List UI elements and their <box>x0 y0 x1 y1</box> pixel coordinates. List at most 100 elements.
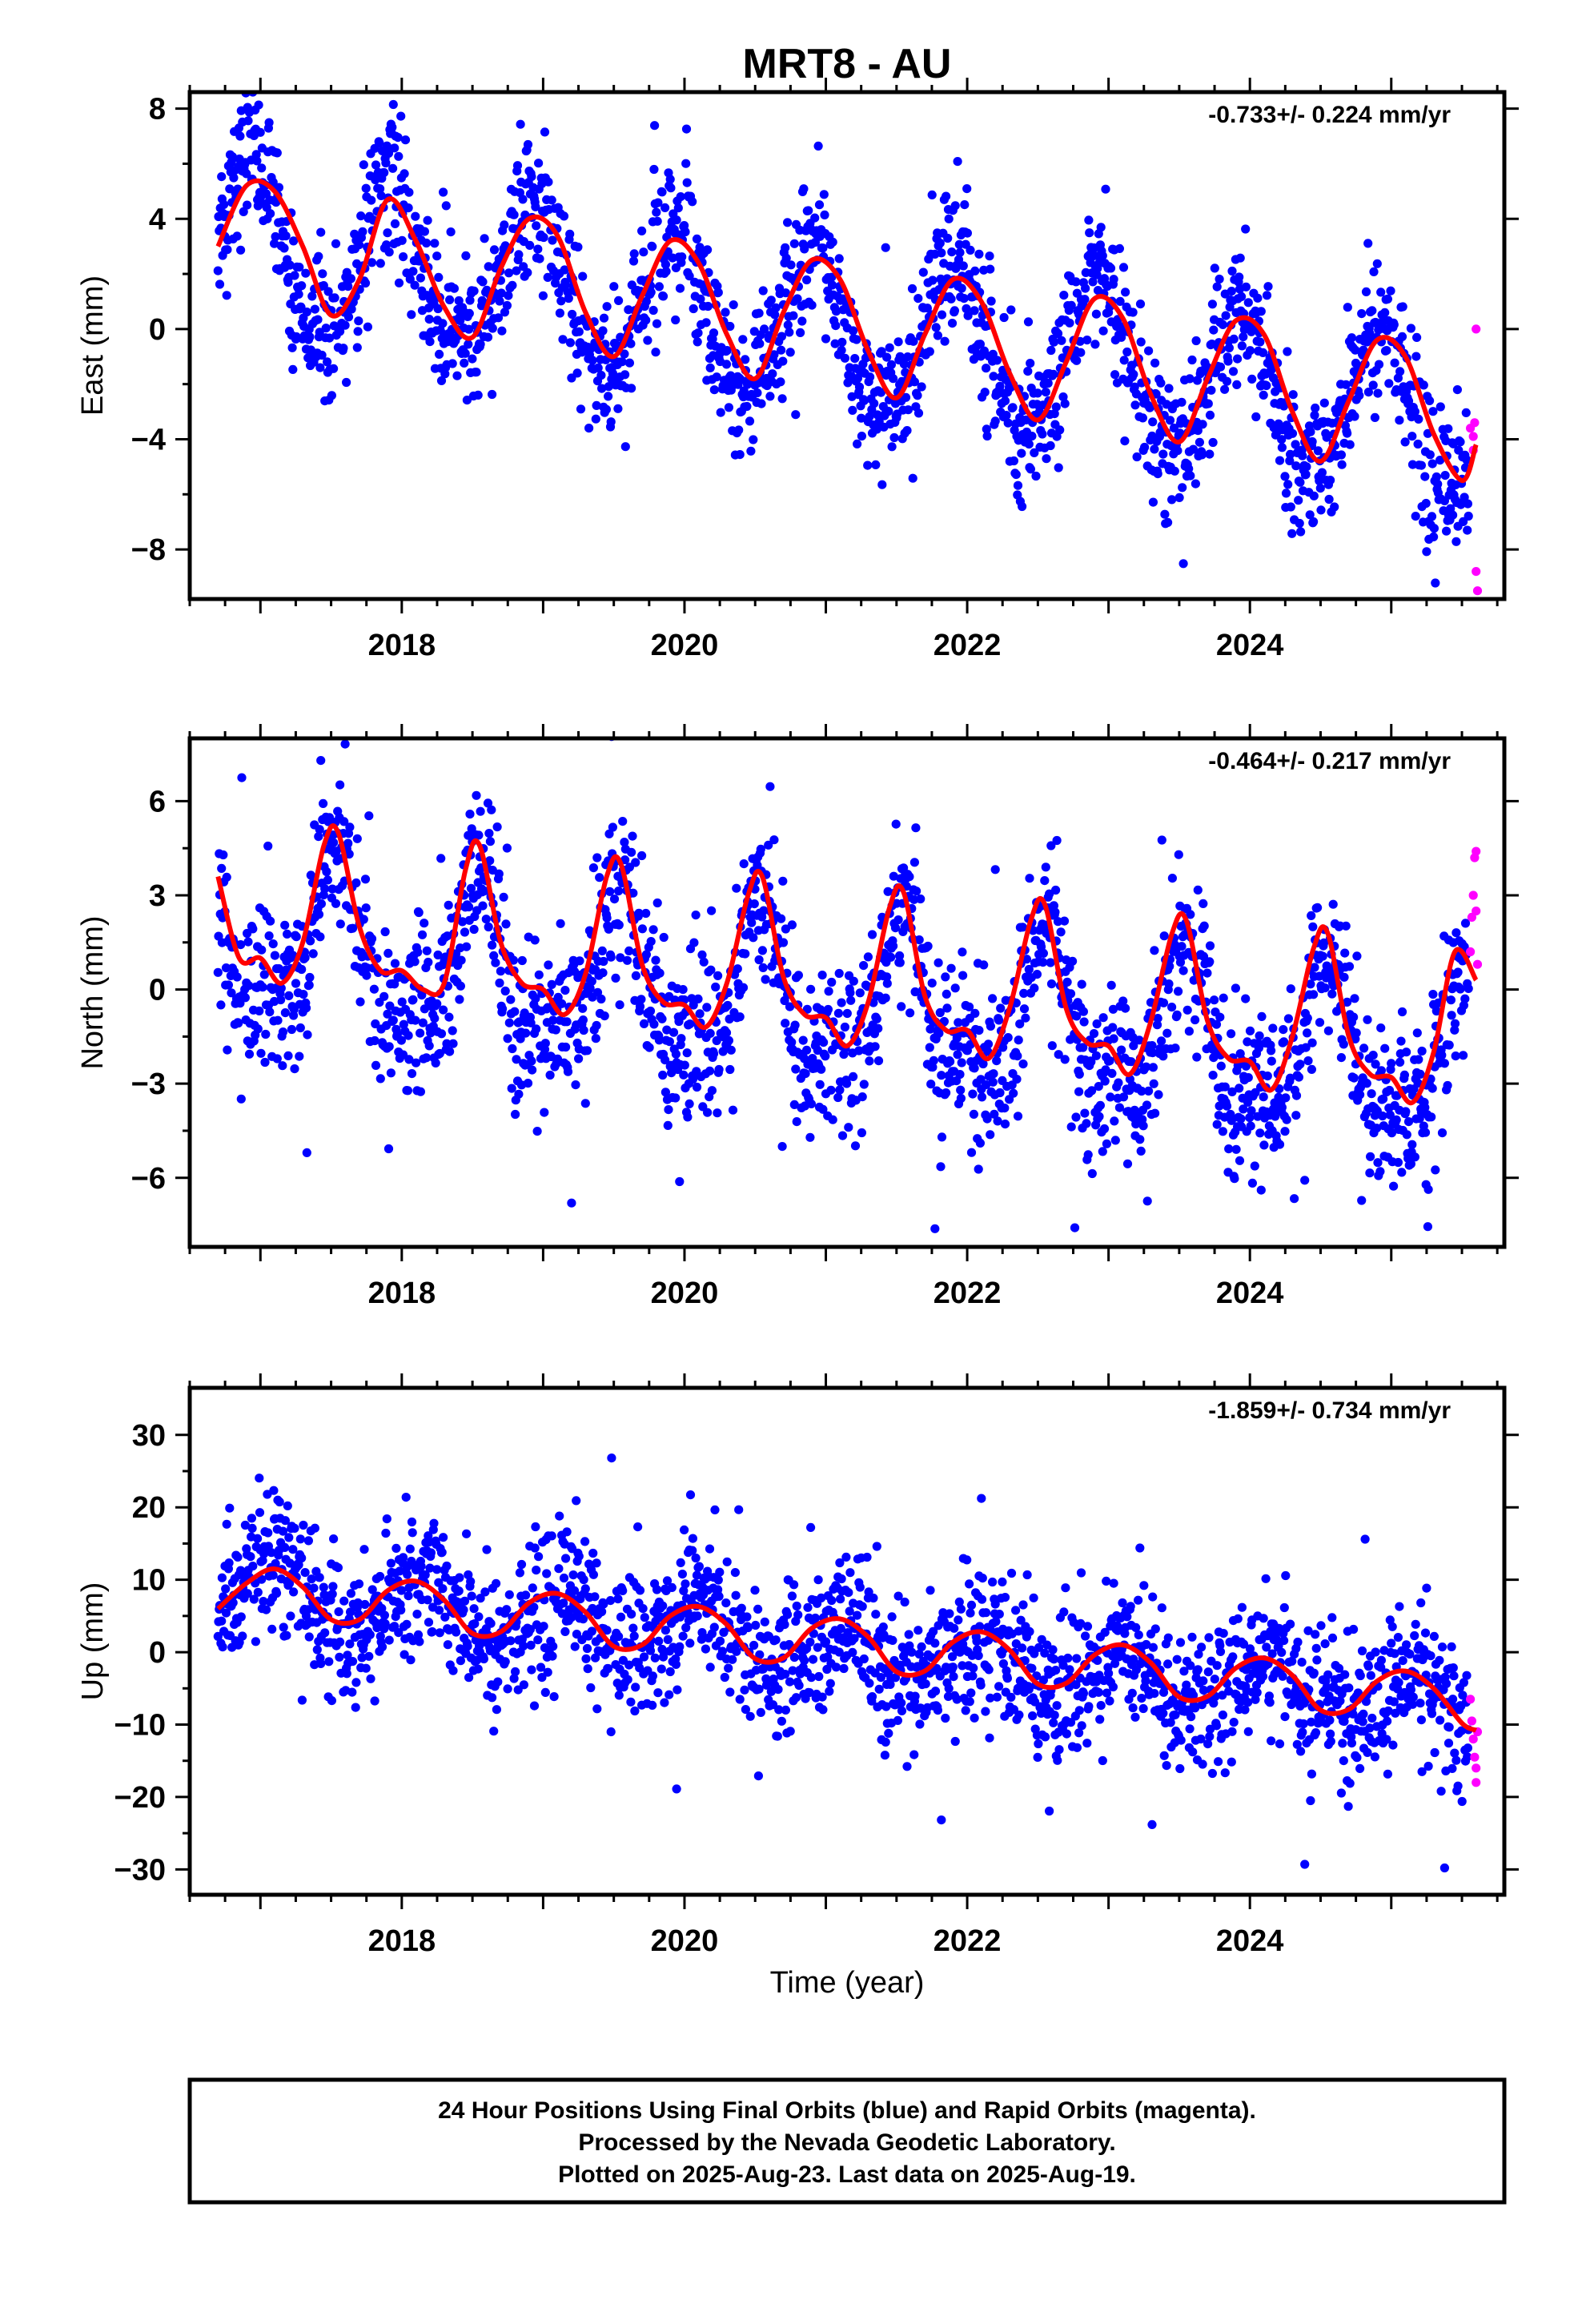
final-point <box>271 231 280 242</box>
final-point <box>1106 263 1116 273</box>
final-point <box>781 243 790 252</box>
final-point <box>243 1589 252 1598</box>
final-point <box>597 384 607 393</box>
final-point <box>618 817 628 826</box>
final-point <box>283 929 292 939</box>
final-point <box>661 1626 671 1635</box>
final-point <box>749 899 759 909</box>
final-point <box>1169 423 1179 433</box>
final-point <box>1000 396 1010 406</box>
final-point <box>1148 417 1158 427</box>
final-point <box>865 1056 874 1066</box>
final-point <box>443 1640 453 1650</box>
final-point <box>380 927 390 937</box>
final-point <box>1167 495 1177 505</box>
final-point <box>913 391 922 400</box>
final-point <box>1188 444 1199 454</box>
final-point <box>680 1525 689 1534</box>
final-point <box>799 184 809 194</box>
final-point <box>454 1586 464 1596</box>
final-point <box>343 312 354 322</box>
final-point <box>732 883 741 893</box>
rapid-point <box>1470 418 1480 428</box>
final-point <box>1003 1033 1013 1043</box>
final-point <box>1114 243 1124 253</box>
final-point <box>386 1558 396 1568</box>
final-point <box>1315 1018 1325 1027</box>
final-point <box>1049 369 1058 379</box>
final-point <box>314 832 323 842</box>
final-point <box>628 831 637 841</box>
final-point <box>1341 380 1351 389</box>
final-point <box>500 220 509 230</box>
final-point <box>1440 471 1450 480</box>
final-point <box>725 1064 735 1075</box>
final-point <box>445 1047 455 1056</box>
final-point <box>837 294 848 304</box>
final-point <box>937 310 947 320</box>
rapid-point <box>1472 907 1481 916</box>
final-point <box>769 350 779 360</box>
final-point <box>1088 277 1098 287</box>
final-point <box>1387 1059 1396 1068</box>
final-point <box>1460 919 1471 928</box>
final-point <box>688 1534 698 1543</box>
final-point <box>406 1655 416 1665</box>
final-point <box>830 339 840 348</box>
final-point <box>581 1654 591 1663</box>
final-point <box>360 875 371 884</box>
final-point <box>489 951 499 960</box>
final-point <box>721 360 732 369</box>
final-point <box>1011 469 1021 480</box>
final-point <box>1357 309 1367 319</box>
final-point <box>327 1589 337 1599</box>
final-point <box>863 460 873 470</box>
final-point <box>592 1558 601 1568</box>
final-point <box>1369 267 1379 276</box>
final-point <box>268 939 278 949</box>
final-point <box>956 1085 966 1095</box>
final-point <box>331 899 341 908</box>
final-point <box>1351 1028 1361 1038</box>
final-point <box>1460 994 1470 1003</box>
final-point <box>257 945 267 955</box>
final-point <box>411 211 420 221</box>
final-point <box>1091 309 1101 319</box>
final-point <box>1100 1076 1110 1086</box>
final-point <box>261 1029 271 1039</box>
final-point <box>1406 324 1415 333</box>
final-point <box>646 937 656 947</box>
final-point <box>1165 416 1175 425</box>
final-point <box>844 1123 853 1132</box>
final-point <box>797 316 807 326</box>
final-point <box>1439 1059 1449 1068</box>
rapid-point <box>1472 959 1483 969</box>
final-point <box>390 959 400 968</box>
final-point <box>733 964 742 974</box>
final-point <box>937 1132 947 1142</box>
final-point <box>901 392 911 402</box>
final-point <box>375 184 385 194</box>
final-point <box>404 1591 413 1601</box>
final-point <box>591 414 600 424</box>
final-point <box>694 1562 705 1571</box>
final-point <box>778 938 789 947</box>
final-point <box>307 1574 316 1584</box>
final-point <box>1349 1073 1359 1083</box>
final-point <box>543 1667 552 1677</box>
final-point <box>548 1651 557 1661</box>
final-point <box>559 1598 568 1608</box>
final-point <box>253 1534 263 1543</box>
final-point <box>446 227 456 237</box>
final-point <box>941 972 950 982</box>
final-point <box>1341 921 1351 931</box>
final-point <box>486 1618 496 1628</box>
final-point <box>382 240 391 250</box>
final-point <box>1015 1019 1025 1029</box>
final-point <box>614 296 624 305</box>
final-point <box>1118 1092 1129 1102</box>
final-point <box>504 1018 514 1027</box>
final-point <box>1310 963 1319 972</box>
final-point <box>347 1657 358 1667</box>
final-point <box>521 1028 531 1038</box>
